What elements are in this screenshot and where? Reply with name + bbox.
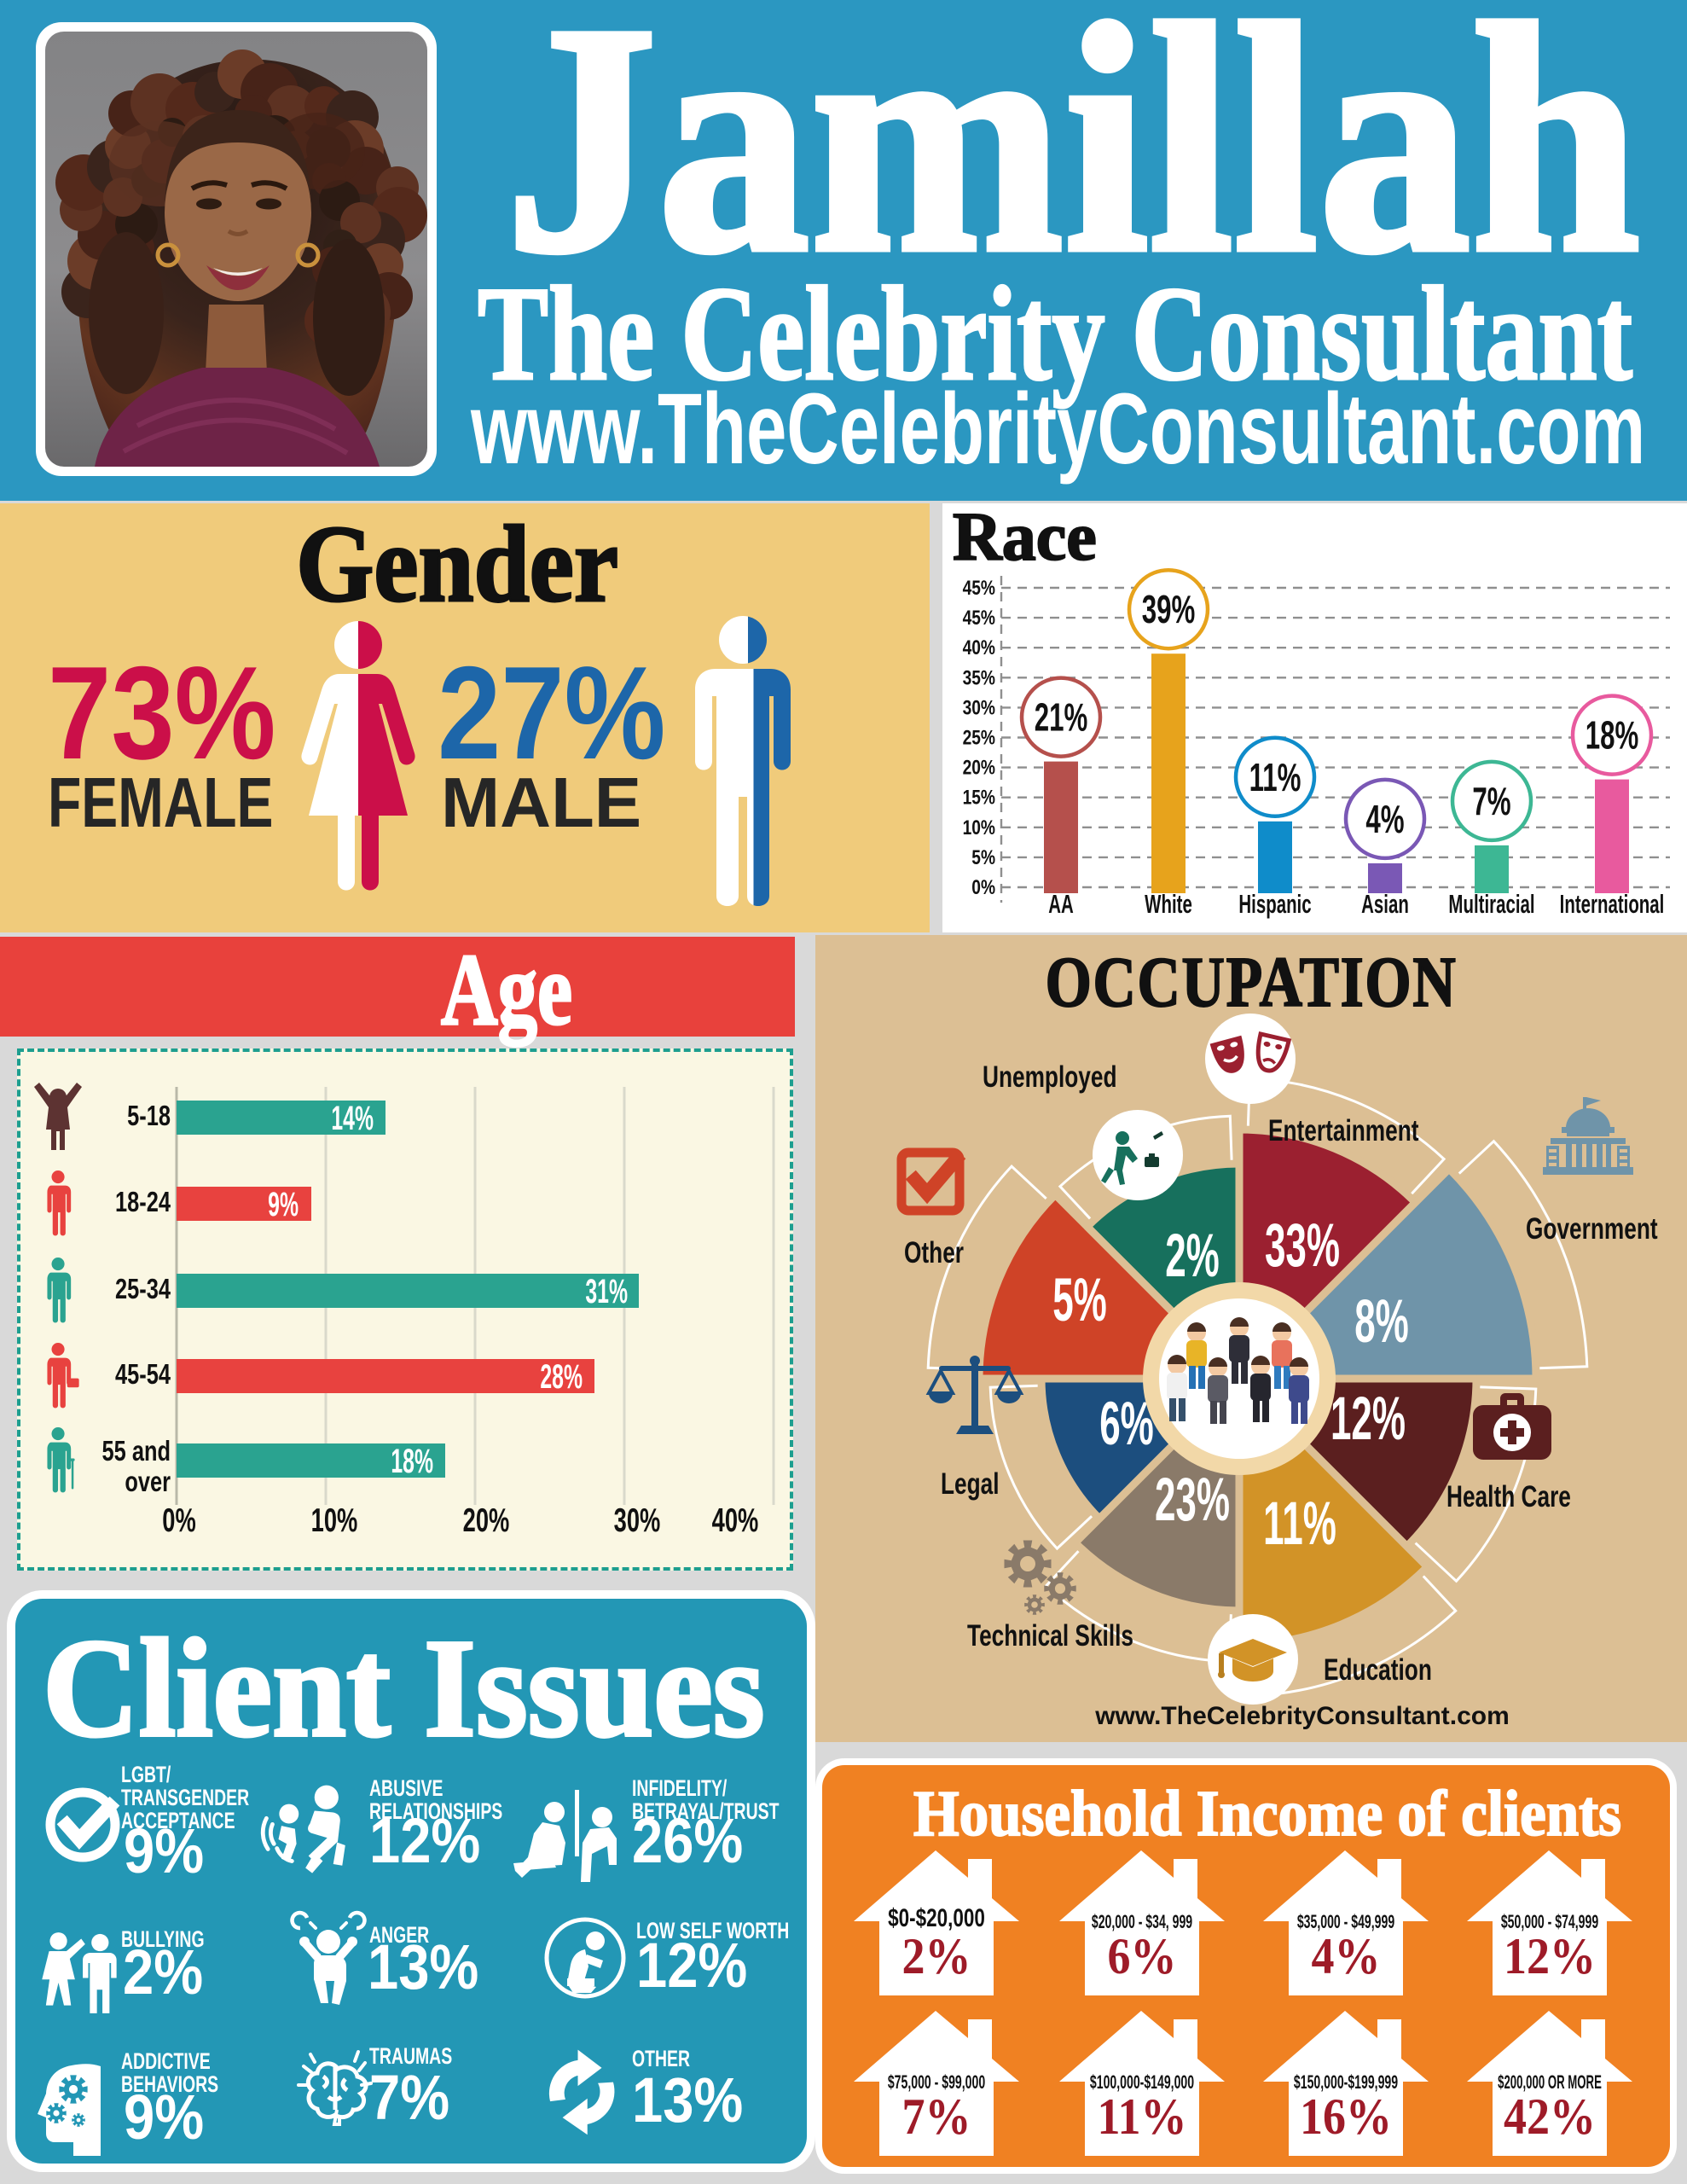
svg-text:Multiracial: Multiracial — [1448, 889, 1534, 919]
svg-text:5%: 5% — [1052, 1266, 1107, 1333]
svg-text:5%: 5% — [971, 845, 995, 869]
svg-text:45%: 45% — [963, 576, 995, 600]
svg-text:40%: 40% — [963, 636, 995, 659]
svg-text:28%: 28% — [540, 1358, 583, 1396]
svg-text:12%: 12% — [1330, 1385, 1406, 1452]
svg-text:20%: 20% — [463, 1502, 510, 1539]
svg-text:11%: 11% — [1263, 1490, 1336, 1557]
svg-text:10%: 10% — [963, 816, 995, 839]
svg-text:10%: 10% — [311, 1502, 358, 1539]
svg-text:21%: 21% — [1035, 696, 1088, 740]
svg-text:40%: 40% — [712, 1502, 759, 1539]
svg-text:4%: 4% — [1365, 798, 1404, 841]
svg-text:9%: 9% — [268, 1186, 299, 1223]
svg-text:11%: 11% — [1249, 756, 1301, 799]
svg-text:International: International — [1560, 889, 1665, 919]
svg-text:25%: 25% — [963, 725, 995, 749]
svg-text:33%: 33% — [1265, 1211, 1340, 1279]
svg-text:7%: 7% — [1472, 780, 1510, 823]
svg-text:31%: 31% — [585, 1273, 628, 1310]
svg-text:30%: 30% — [614, 1502, 661, 1539]
svg-text:39%: 39% — [1142, 588, 1196, 631]
svg-text:Asian: Asian — [1361, 889, 1409, 919]
svg-text:2%: 2% — [1165, 1222, 1220, 1289]
svg-text:0%: 0% — [162, 1502, 196, 1539]
svg-text:14%: 14% — [331, 1100, 374, 1137]
svg-text:AA: AA — [1048, 889, 1074, 919]
svg-text:18%: 18% — [391, 1443, 433, 1480]
svg-text:35%: 35% — [963, 665, 995, 689]
svg-text:Hispanic: Hispanic — [1238, 889, 1311, 919]
svg-text:30%: 30% — [963, 695, 995, 719]
svg-text:8%: 8% — [1354, 1287, 1409, 1355]
svg-text:20%: 20% — [963, 756, 995, 780]
svg-text:15%: 15% — [963, 786, 995, 810]
svg-text:6%: 6% — [1099, 1390, 1154, 1457]
svg-text:0%: 0% — [971, 875, 995, 899]
svg-text:23%: 23% — [1155, 1466, 1230, 1533]
svg-text:45%: 45% — [963, 606, 995, 630]
svg-text:White: White — [1145, 889, 1192, 919]
svg-text:18%: 18% — [1586, 714, 1639, 758]
